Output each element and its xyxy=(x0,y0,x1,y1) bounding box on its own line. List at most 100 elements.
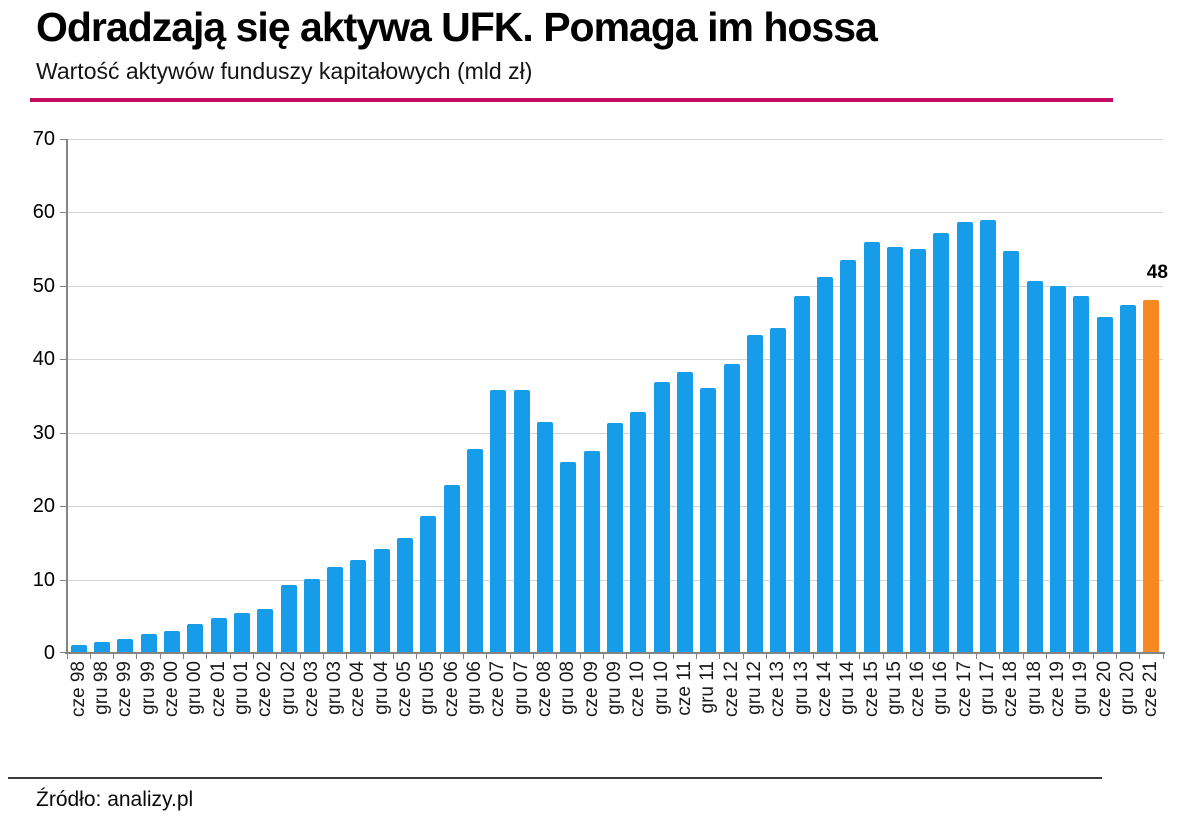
x-tick-label: gru 01 xyxy=(230,661,252,715)
gridline xyxy=(67,359,1163,361)
y-tick-mark xyxy=(60,139,67,140)
y-tick-mark xyxy=(60,285,67,287)
x-tick-mark xyxy=(952,653,954,659)
chart-subtitle: Wartość aktywów funduszy kapitałowych (m… xyxy=(36,58,533,84)
x-tick-label: cze 04 xyxy=(347,661,369,717)
bar xyxy=(1026,281,1043,652)
highlighted-bar xyxy=(1143,299,1160,652)
bar xyxy=(700,387,717,652)
bar xyxy=(933,233,950,652)
bar xyxy=(257,608,274,652)
footer-divider xyxy=(8,777,1102,779)
x-tick-label: cze 10 xyxy=(627,661,649,717)
x-tick-mark xyxy=(392,653,394,659)
x-tick-label: gru 13 xyxy=(790,661,812,715)
x-tick-label: cze 20 xyxy=(1093,661,1115,717)
x-tick-mark xyxy=(882,653,884,659)
x-tick-label: cze 19 xyxy=(1047,661,1069,717)
bar xyxy=(140,634,157,652)
x-tick-mark xyxy=(229,653,231,659)
bar xyxy=(117,638,134,652)
x-tick-mark xyxy=(1139,653,1141,659)
gridline xyxy=(67,139,1163,140)
x-tick-label: gru 07 xyxy=(510,661,532,715)
page-title: Odradzają się aktywa UFK. Pomaga im hoss… xyxy=(36,4,878,50)
bar xyxy=(607,422,623,652)
x-tick-mark xyxy=(532,653,534,659)
bar xyxy=(816,276,833,652)
x-tick-mark xyxy=(369,653,371,659)
x-tick-mark xyxy=(859,653,861,659)
x-tick-mark xyxy=(136,653,138,659)
y-tick-mark xyxy=(60,432,67,434)
x-tick-mark xyxy=(113,653,115,659)
bar xyxy=(420,516,437,652)
bar xyxy=(793,295,810,652)
x-tick-label: gru 06 xyxy=(464,661,486,715)
x-tick-mark xyxy=(253,653,255,659)
x-tick-mark xyxy=(836,653,838,659)
bar xyxy=(1003,251,1020,652)
x-tick-label: cze 21 xyxy=(1140,661,1162,717)
bar xyxy=(956,221,973,652)
bar xyxy=(723,364,740,652)
x-tick-mark xyxy=(439,653,441,659)
x-tick-label: cze 09 xyxy=(580,661,602,717)
bar xyxy=(350,560,367,652)
x-tick-label: gru 09 xyxy=(604,661,625,715)
bar xyxy=(630,411,647,652)
bar-value-label: 48 xyxy=(1146,261,1168,283)
x-tick-mark xyxy=(766,653,768,659)
x-tick-mark xyxy=(66,653,68,659)
x-tick-label: cze 99 xyxy=(114,661,136,717)
x-tick-label: cze 16 xyxy=(907,661,929,717)
bar xyxy=(1050,285,1067,652)
x-tick-label: gru 17 xyxy=(977,661,999,715)
bar xyxy=(676,372,693,652)
y-tick-label: 60 xyxy=(32,201,55,224)
x-tick-mark xyxy=(1115,653,1117,659)
x-tick-label: gru 18 xyxy=(1023,661,1045,715)
x-tick-label: cze 07 xyxy=(487,661,509,717)
x-tick-mark xyxy=(1022,653,1024,659)
x-tick-label: cze 03 xyxy=(300,661,322,717)
bar xyxy=(886,246,903,652)
x-tick-label: gru 04 xyxy=(370,661,392,715)
x-tick-label: gru 05 xyxy=(417,661,439,715)
x-tick-label: cze 08 xyxy=(534,661,556,717)
bar xyxy=(327,566,344,652)
x-tick-mark xyxy=(1092,653,1094,659)
bar xyxy=(770,328,787,652)
bar xyxy=(1120,304,1137,652)
bar xyxy=(840,259,857,652)
x-tick-mark xyxy=(1045,653,1047,659)
bar xyxy=(70,645,87,652)
x-tick-mark xyxy=(929,653,931,659)
y-axis-line xyxy=(66,139,68,653)
x-tick-label: gru 02 xyxy=(277,661,299,715)
bar xyxy=(233,613,250,652)
bar xyxy=(560,461,577,652)
x-tick-mark xyxy=(509,653,511,659)
x-tick-label: gru 12 xyxy=(743,661,765,715)
x-tick-label: cze 01 xyxy=(207,661,229,717)
x-tick-label: cze 15 xyxy=(860,661,882,717)
bar xyxy=(210,618,227,652)
x-tick-mark xyxy=(276,653,278,659)
bar xyxy=(163,630,180,652)
y-tick-label: 10 xyxy=(32,568,55,591)
x-tick-label: cze 05 xyxy=(394,661,416,717)
x-tick-mark xyxy=(742,653,744,659)
y-tick-mark xyxy=(60,212,67,214)
bar xyxy=(1096,317,1113,652)
accent-divider xyxy=(30,98,1113,102)
x-tick-mark xyxy=(579,653,581,659)
bar xyxy=(863,241,880,652)
bar xyxy=(746,334,763,652)
y-tick-label: 30 xyxy=(32,421,55,444)
x-tick-label: cze 18 xyxy=(1000,661,1022,717)
x-tick-label: cze 00 xyxy=(160,661,182,717)
x-tick-label: gru 00 xyxy=(184,661,206,715)
gridline xyxy=(67,285,1163,287)
